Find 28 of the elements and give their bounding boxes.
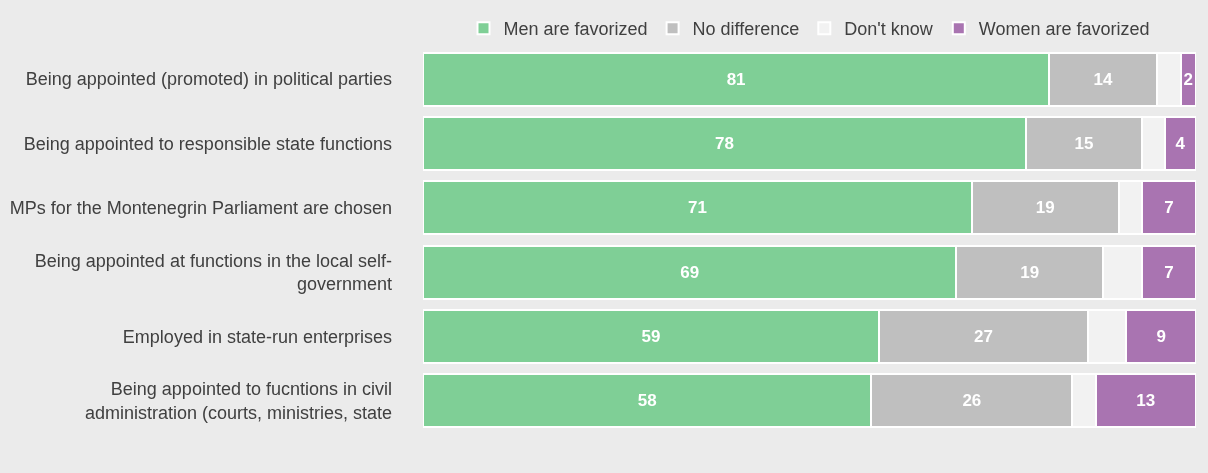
legend-label: Men are favorized: [503, 19, 648, 40]
data-label: 15: [1074, 133, 1094, 153]
data-label: 19: [1020, 262, 1040, 282]
data-label: 69: [680, 262, 700, 282]
legend-label: No difference: [692, 19, 800, 40]
data-label: 9: [1156, 326, 1166, 346]
data-label: 14: [1093, 69, 1113, 89]
y-tick-label: Being appointed to responsible state functions: [23, 133, 392, 154]
data-label: 81: [726, 69, 746, 89]
data-label: 19: [1035, 198, 1055, 218]
y-tick-label: MPs for the Montenegrin Parliament are chosen: [9, 198, 392, 219]
y-tick-label: Being appointed to fucntions in civil administration (courts, ministries, state: [84, 379, 392, 423]
data-label: 59: [641, 326, 661, 346]
data-label: 7: [1164, 262, 1174, 282]
legend-label: Women are favorized: [978, 19, 1150, 40]
data-label: 4: [1175, 133, 1186, 153]
data-label: 78: [715, 133, 734, 153]
data-label: 26: [962, 391, 982, 411]
data-label: 7: [1164, 198, 1174, 218]
y-tick-label: Being appointed at functions in the local self-government: [34, 250, 392, 295]
data-label: 13: [1136, 391, 1156, 411]
data-label: 27: [973, 326, 993, 346]
y-tick-label: Employed in state-run enterprises: [122, 326, 392, 347]
data-label: 71: [687, 198, 707, 218]
y-tick-label: Being appointed (promoted) in political parties: [25, 69, 392, 90]
data-label: 58: [637, 391, 657, 411]
data-label: 2: [1183, 69, 1193, 89]
legend-label: Don't know: [844, 19, 934, 40]
